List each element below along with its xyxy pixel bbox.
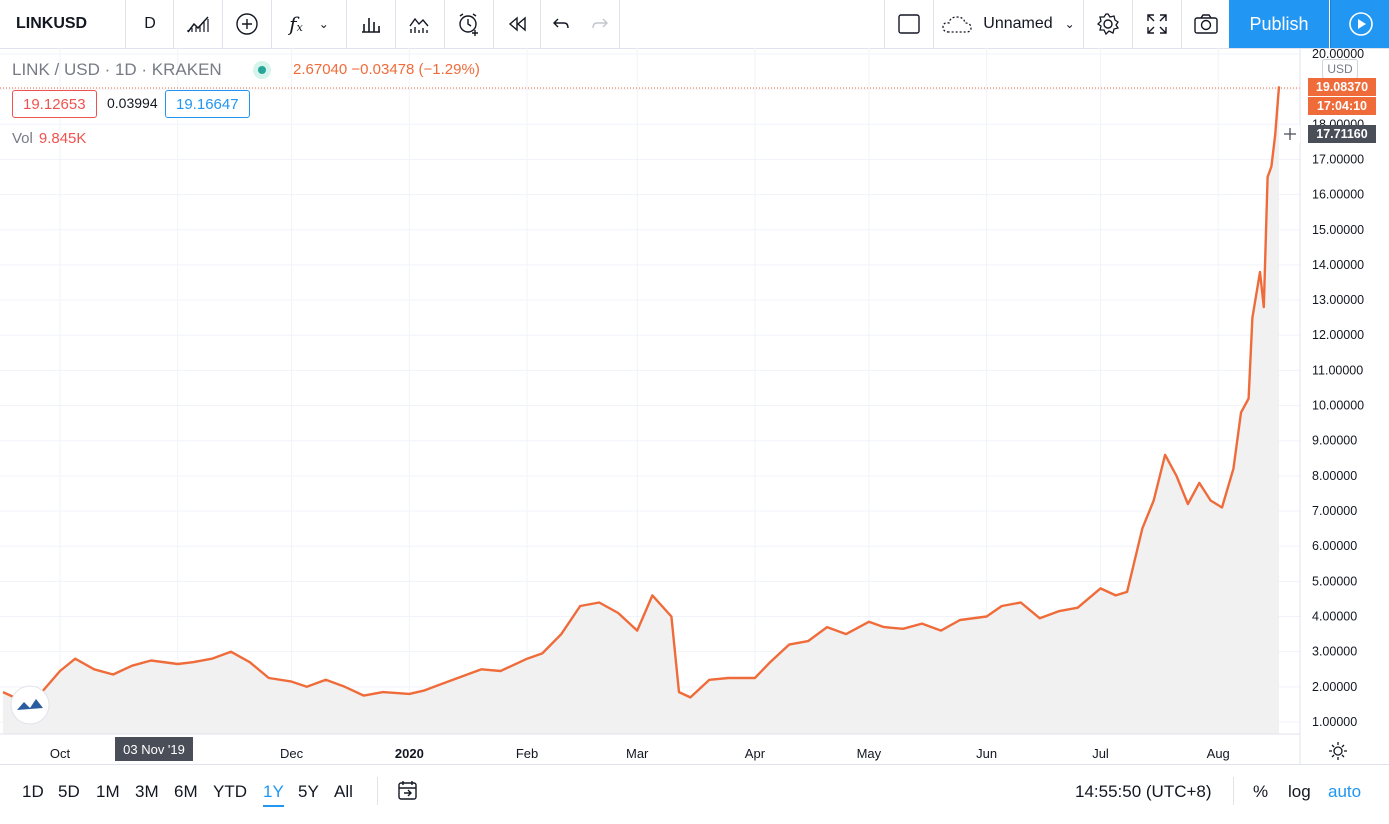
cloud-icon [942,16,972,33]
chevron-down-icon: ⌄ [318,17,329,31]
time-tick-label: May [857,746,882,761]
price-tick-label: 8.00000 [1312,469,1357,483]
price-chart[interactable]: 1.00000 2.00000 3.00000 4.00000 5.00000 6.000… [0,48,1389,764]
divider [1233,777,1234,805]
bid-price[interactable]: 19.12653 [12,90,97,118]
interval-button[interactable]: D [127,0,174,48]
crosshair-price-tag: 17.71160 [1308,125,1376,143]
price-tick-label: 1.00000 [1312,715,1357,729]
publish-button[interactable]: Publish [1229,0,1329,48]
goto-date-icon[interactable] [396,779,420,803]
price-tick-label: 11.00000 [1312,363,1363,377]
price-tick-label: 20.00000 [1312,48,1364,61]
divider [377,777,378,805]
price-tick-label: 9.00000 [1312,434,1357,448]
price-line [2,86,1281,703]
time-tick-label: 2020 [395,746,424,761]
crosshair-date-tag: 03 Nov '19 [115,737,193,761]
price-tick-label: 10.00000 [1312,399,1364,413]
chart-style-icon[interactable] [174,0,223,48]
financials-icon[interactable] [396,0,445,48]
undo-icon[interactable] [551,16,571,32]
ask-price[interactable]: 19.16647 [165,90,250,118]
clock-time[interactable]: 14:55:50 (UTC+8) [1075,782,1212,801]
layout-button[interactable]: Unnamed ⌄ [933,0,1084,48]
range-ytd[interactable]: YTD [213,782,247,801]
price-area-fill [3,86,1279,735]
range-5y[interactable]: 5Y [298,782,319,801]
chevron-down-icon: ⌄ [1064,17,1075,31]
range-1y[interactable]: 1Y [263,782,284,807]
price-tick-label: 14.00000 [1312,258,1364,272]
layout-name: Unnamed [983,15,1053,32]
camera-icon[interactable] [1182,0,1230,48]
auto-toggle[interactable]: auto [1328,782,1362,801]
crosshair-add-icon[interactable] [1280,125,1300,143]
price-tick-label: 4.00000 [1312,610,1357,624]
price-tick-label: 15.00000 [1312,223,1364,237]
time-tick-label: Aug [1207,746,1230,761]
redo-icon[interactable] [590,16,610,32]
market-status-icon [253,61,271,79]
alert-clock-icon[interactable] [445,0,494,48]
volume-legend[interactable]: Vol 9.845K [12,130,86,147]
time-tick-label: Jul [1092,746,1109,761]
price-axis-ticks: 1.00000 2.00000 3.00000 4.00000 5.00000 6.000… [1312,48,1364,729]
range-all[interactable]: All [334,782,353,801]
axis-settings-gear-icon[interactable] [1329,742,1347,760]
symbol-search[interactable]: LINKUSD [0,0,126,48]
templates-icon[interactable] [347,0,396,48]
time-tick-label: Mar [626,746,649,761]
price-tick-label: 12.00000 [1312,328,1364,342]
time-tick-label: Feb [516,746,538,761]
replay-icon[interactable] [494,0,541,48]
chart-grid [0,48,1300,734]
price-tick-label: 17.00000 [1312,152,1364,166]
countdown-tag: 17:04:10 [1308,97,1376,115]
range-3m[interactable]: 3M [135,782,159,801]
publish-play-icon[interactable] [1330,0,1389,48]
time-tick-label: Jun [976,746,997,761]
price-tick-label: 16.00000 [1312,188,1364,202]
currency-label[interactable]: USD [1322,59,1358,79]
time-tick-label: Dec [280,746,304,761]
range-6m[interactable]: 6M [174,782,198,801]
compare-add-icon[interactable] [223,0,272,48]
time-tick-label: Oct [50,746,71,761]
price-tick-label: 7.00000 [1312,504,1357,518]
top-toolbar: LINKUSD D fx ⌄ Unnamed ⌄ Publish [0,0,1389,49]
percent-toggle[interactable]: % [1253,782,1269,801]
price-tick-label: 5.00000 [1312,574,1357,588]
indicators-icon[interactable]: fx ⌄ [272,0,347,48]
symbol-legend[interactable]: LINK / USD · 1D · KRAKEN [12,60,222,79]
spread-value: 0.03994 [107,95,158,111]
time-tick-label: Apr [745,746,766,761]
undo-redo [541,0,620,48]
time-axis-ticks: OctNovDec2020FebMarAprMayJunJulAug [50,746,1230,761]
range-1d[interactable]: 1D [22,782,44,801]
volume-value: 9.845K [38,130,87,147]
log-toggle[interactable]: log [1288,782,1311,801]
last-price-tag: 19.08370 [1308,78,1376,96]
price-tick-label: 2.00000 [1312,680,1357,694]
range-1m[interactable]: 1M [96,782,120,801]
price-tick-label: 3.00000 [1312,645,1357,659]
bottom-toolbar: 1D 5D 1M 3M 6M YTD 1Y 5Y All 14:55:50 (U… [0,764,1389,824]
select-box-icon[interactable] [884,0,934,48]
range-5d[interactable]: 5D [58,782,80,801]
settings-gear-icon[interactable] [1084,0,1133,48]
ohlc-values: 2.67040 −0.03478 (−1.29%) [293,61,480,78]
fullscreen-icon[interactable] [1133,0,1182,48]
price-tick-label: 13.00000 [1312,293,1364,307]
volume-label: Vol [12,130,33,147]
logo-icon[interactable] [10,685,50,725]
price-tick-label: 6.00000 [1312,539,1357,553]
